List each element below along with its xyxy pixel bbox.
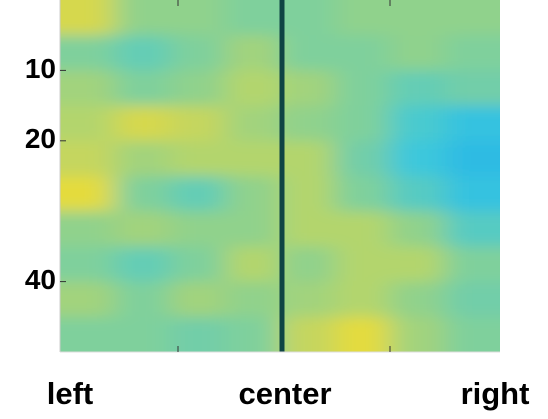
heatmap-cell — [390, 140, 446, 177]
heatmap-cell — [60, 316, 116, 352]
heatmap-cell — [335, 211, 391, 247]
y-tick-label: 40 — [25, 264, 56, 295]
heatmap-cell — [225, 35, 281, 71]
heatmap-cell — [170, 70, 226, 107]
y-tick-label: 20 — [25, 123, 56, 154]
heatmap-cell — [390, 316, 446, 352]
heatmap-cell — [445, 70, 500, 107]
heatmap-cell — [170, 140, 226, 177]
heatmap-cell — [115, 281, 171, 318]
heatmap-cell — [225, 70, 281, 107]
heatmap-cell — [390, 281, 446, 318]
heatmap-cell — [225, 211, 281, 247]
heatmap-cell — [445, 281, 500, 318]
heatmap-cell — [335, 316, 391, 352]
heatmap-cell — [60, 70, 116, 107]
heatmap-cell — [445, 105, 500, 142]
heatmap-cell — [60, 105, 116, 142]
heatmap-cell — [60, 246, 116, 283]
heatmap-cell — [335, 281, 391, 318]
heatmap-cell — [280, 70, 336, 107]
heatmap-cell — [225, 246, 281, 283]
heatmap-cell — [225, 140, 281, 177]
x-label: center — [238, 376, 331, 411]
heatmap-cell — [390, 0, 446, 36]
heatmap-cell — [225, 0, 281, 36]
heatmap-cell — [445, 176, 500, 212]
heatmap-cell — [335, 140, 391, 177]
heatmap-cell — [445, 316, 500, 352]
heatmap-cell — [170, 281, 226, 318]
heatmap-cell — [170, 316, 226, 352]
heatmap-cell — [115, 246, 171, 283]
heatmap-cell — [115, 0, 171, 36]
heatmap-cell — [390, 70, 446, 107]
heatmap-cell — [60, 140, 116, 177]
heatmap-cell — [390, 246, 446, 283]
x-label: left — [47, 376, 94, 411]
heatmap-cell — [280, 0, 336, 36]
heatmap-cell — [115, 105, 171, 142]
heatmap-cell — [60, 0, 116, 36]
heatmap-cell — [60, 35, 116, 71]
heatmap-cell — [280, 176, 336, 212]
heatmap-cell — [390, 35, 446, 71]
heatmap-cell — [280, 246, 336, 283]
heatmap-cell — [115, 35, 171, 71]
heatmap-cell — [280, 211, 336, 247]
heatmap-cell — [445, 35, 500, 71]
heatmap-cell — [170, 246, 226, 283]
heatmap-cell — [170, 0, 226, 36]
heatmap-cell — [335, 0, 391, 36]
heatmap-cell — [170, 35, 226, 71]
heatmap-cell — [335, 105, 391, 142]
heatmap-cell — [60, 176, 116, 212]
heatmap-cell — [115, 211, 171, 247]
heatmap-cell — [280, 316, 336, 352]
heatmap-cell — [445, 211, 500, 247]
heatmap-cell — [390, 105, 446, 142]
heatmap-cell — [60, 281, 116, 318]
heatmap-cell — [225, 316, 281, 352]
heatmap-cell — [115, 176, 171, 212]
heatmap-cell — [280, 281, 336, 318]
heatmap-cell — [335, 70, 391, 107]
heatmap-cell — [280, 140, 336, 177]
heatmap-cell — [335, 176, 391, 212]
heatmap-cell — [225, 281, 281, 318]
heatmap-cell — [115, 70, 171, 107]
heatmap-cell — [170, 176, 226, 212]
heatmap-cell — [170, 105, 226, 142]
heatmap-cell — [390, 176, 446, 212]
heatmap-cell — [225, 176, 281, 212]
heatmap-cell — [335, 35, 391, 71]
heatmap-cell — [445, 246, 500, 283]
heatmap-cell — [390, 211, 446, 247]
heatmap-cell — [225, 105, 281, 142]
heatmap-cell — [115, 140, 171, 177]
heatmap-cell — [445, 0, 500, 36]
heatmap-cell — [115, 316, 171, 352]
y-tick-label: 10 — [25, 53, 56, 84]
heatmap-cell — [60, 211, 116, 247]
heatmap-cell — [335, 246, 391, 283]
heatmap-cell — [280, 105, 336, 142]
heatmap-cell — [170, 211, 226, 247]
heatmap-cell — [445, 140, 500, 177]
x-label: right — [461, 376, 530, 411]
heatmap-cell — [280, 35, 336, 71]
